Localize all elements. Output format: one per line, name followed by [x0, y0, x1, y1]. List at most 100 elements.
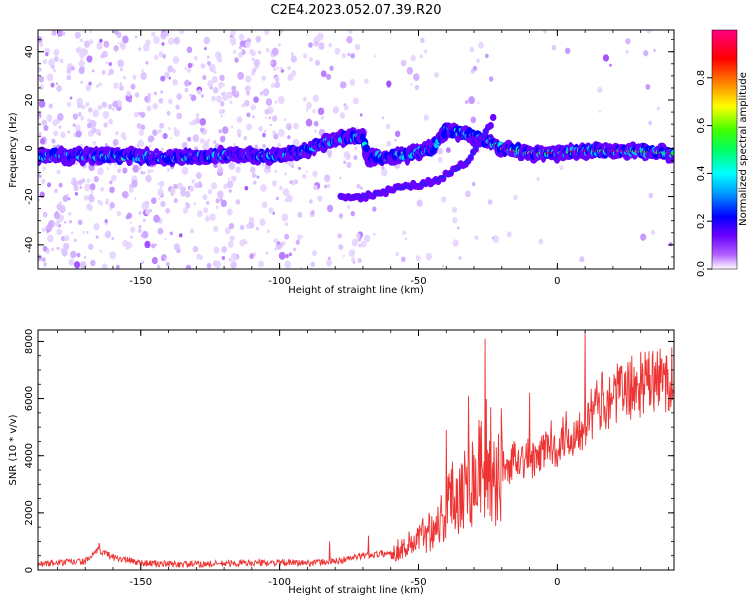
- noise-speckle: [251, 172, 257, 179]
- noise-speckle: [87, 118, 91, 123]
- noise-speckle: [185, 264, 192, 269]
- noise-speckle: [211, 95, 216, 102]
- noise-speckle: [625, 38, 631, 45]
- noise-speckle: [237, 133, 241, 138]
- noise-speckle: [235, 91, 238, 95]
- noise-speckle: [324, 184, 328, 189]
- noise-speckle: [276, 241, 281, 246]
- noise-speckle: [419, 54, 424, 59]
- noise-speckle: [230, 261, 237, 269]
- noise-speckle: [274, 247, 277, 251]
- noise-speckle: [76, 97, 84, 106]
- noise-speckle: [262, 88, 270, 97]
- noise-speckle: [491, 236, 495, 240]
- noise-speckle: [55, 82, 58, 85]
- noise-speckle: [646, 30, 652, 34]
- noise-speckle: [160, 200, 166, 208]
- noise-speckle: [140, 171, 144, 175]
- noise-speckle: [233, 142, 236, 146]
- noise-speckle: [291, 70, 297, 77]
- noise-speckle: [425, 252, 433, 261]
- noise-speckle: [274, 169, 278, 174]
- noise-speckle: [458, 256, 462, 260]
- noise-speckle: [395, 251, 399, 257]
- noise-speckle: [277, 95, 285, 104]
- noise-speckle: [166, 167, 171, 172]
- noise-speckle: [650, 230, 656, 235]
- noise-speckle: [221, 246, 228, 253]
- noise-speckle: [195, 172, 202, 180]
- noise-speckle: [182, 207, 189, 214]
- noise-speckle: [48, 119, 51, 123]
- noise-speckle: [290, 52, 294, 56]
- snr-panel: -150 -100 -50 0 0 2000 4000 6000 8000 Height of …: [8, 329, 675, 596]
- noise-speckle: [293, 122, 299, 130]
- noise-speckle: [77, 219, 83, 226]
- noise-speckle: [132, 164, 139, 173]
- noise-speckle: [358, 243, 362, 248]
- noise-speckle: [277, 66, 280, 70]
- noise-speckle: [116, 210, 122, 217]
- noise-speckle: [97, 199, 101, 204]
- noise-speckle: [98, 132, 101, 136]
- noise-speckle: [346, 35, 353, 44]
- noise-speckle: [564, 47, 571, 55]
- noise-speckle: [187, 136, 192, 142]
- noise-speckle: [160, 75, 166, 82]
- noise-speckle: [272, 130, 276, 135]
- noise-speckle: [145, 208, 151, 215]
- noise-speckle: [249, 48, 255, 55]
- noise-speckle: [219, 197, 223, 202]
- spectrogram-ytick-label: 20: [24, 94, 35, 107]
- noise-speckle: [86, 178, 91, 183]
- noise-speckle: [320, 70, 327, 78]
- noise-speckle: [173, 129, 181, 137]
- noise-speckle: [74, 261, 81, 269]
- noise-speckle: [287, 135, 291, 140]
- noise-speckle: [51, 32, 55, 36]
- noise-speckle: [68, 211, 72, 216]
- noise-speckle: [141, 230, 149, 239]
- noise-speckle: [46, 114, 53, 122]
- noise-speckle: [216, 55, 223, 63]
- noise-speckle: [284, 197, 289, 203]
- noise-speckle: [179, 30, 185, 35]
- noise-speckle: [258, 260, 265, 268]
- noise-speckle: [248, 216, 255, 224]
- noise-speckle: [75, 47, 81, 54]
- spectrogram-ytick-label: 0: [24, 145, 35, 151]
- noise-speckle: [108, 68, 114, 75]
- noise-speckle: [80, 116, 85, 121]
- noise-speckle: [245, 223, 251, 229]
- noise-speckle: [284, 233, 290, 240]
- noise-speckle: [42, 245, 48, 252]
- noise-speckle: [239, 239, 246, 247]
- noise-speckle: [64, 234, 70, 242]
- noise-speckle: [311, 210, 315, 215]
- noise-speckle: [227, 177, 231, 181]
- spectrogram-xtick-label: -100: [268, 276, 291, 287]
- branch-core: [468, 154, 473, 159]
- noise-speckle: [199, 137, 205, 144]
- noise-speckle: [276, 79, 279, 82]
- noise-speckle: [152, 129, 158, 136]
- noise-speckle: [314, 129, 317, 133]
- noise-speckle: [602, 54, 610, 62]
- noise-speckle: [279, 66, 283, 71]
- noise-speckle: [252, 180, 257, 185]
- noise-speckle: [282, 188, 290, 197]
- noise-speckle: [46, 182, 52, 188]
- noise-speckle: [273, 133, 279, 140]
- noise-speckle: [437, 156, 443, 163]
- noise-speckle: [244, 185, 249, 191]
- colorbar-tick-label: 0.2: [696, 213, 707, 229]
- noise-speckle: [89, 183, 96, 191]
- colorbar-tick-label: 0.8: [696, 70, 707, 86]
- noise-speckle: [363, 234, 371, 243]
- noise-speckle: [206, 262, 212, 269]
- noise-speckle: [299, 266, 302, 269]
- noise-speckle: [56, 85, 62, 92]
- spectrogram-ylabel: Frequency (Hz): [8, 112, 19, 188]
- noise-speckle: [60, 131, 66, 139]
- noise-speckle: [42, 58, 48, 65]
